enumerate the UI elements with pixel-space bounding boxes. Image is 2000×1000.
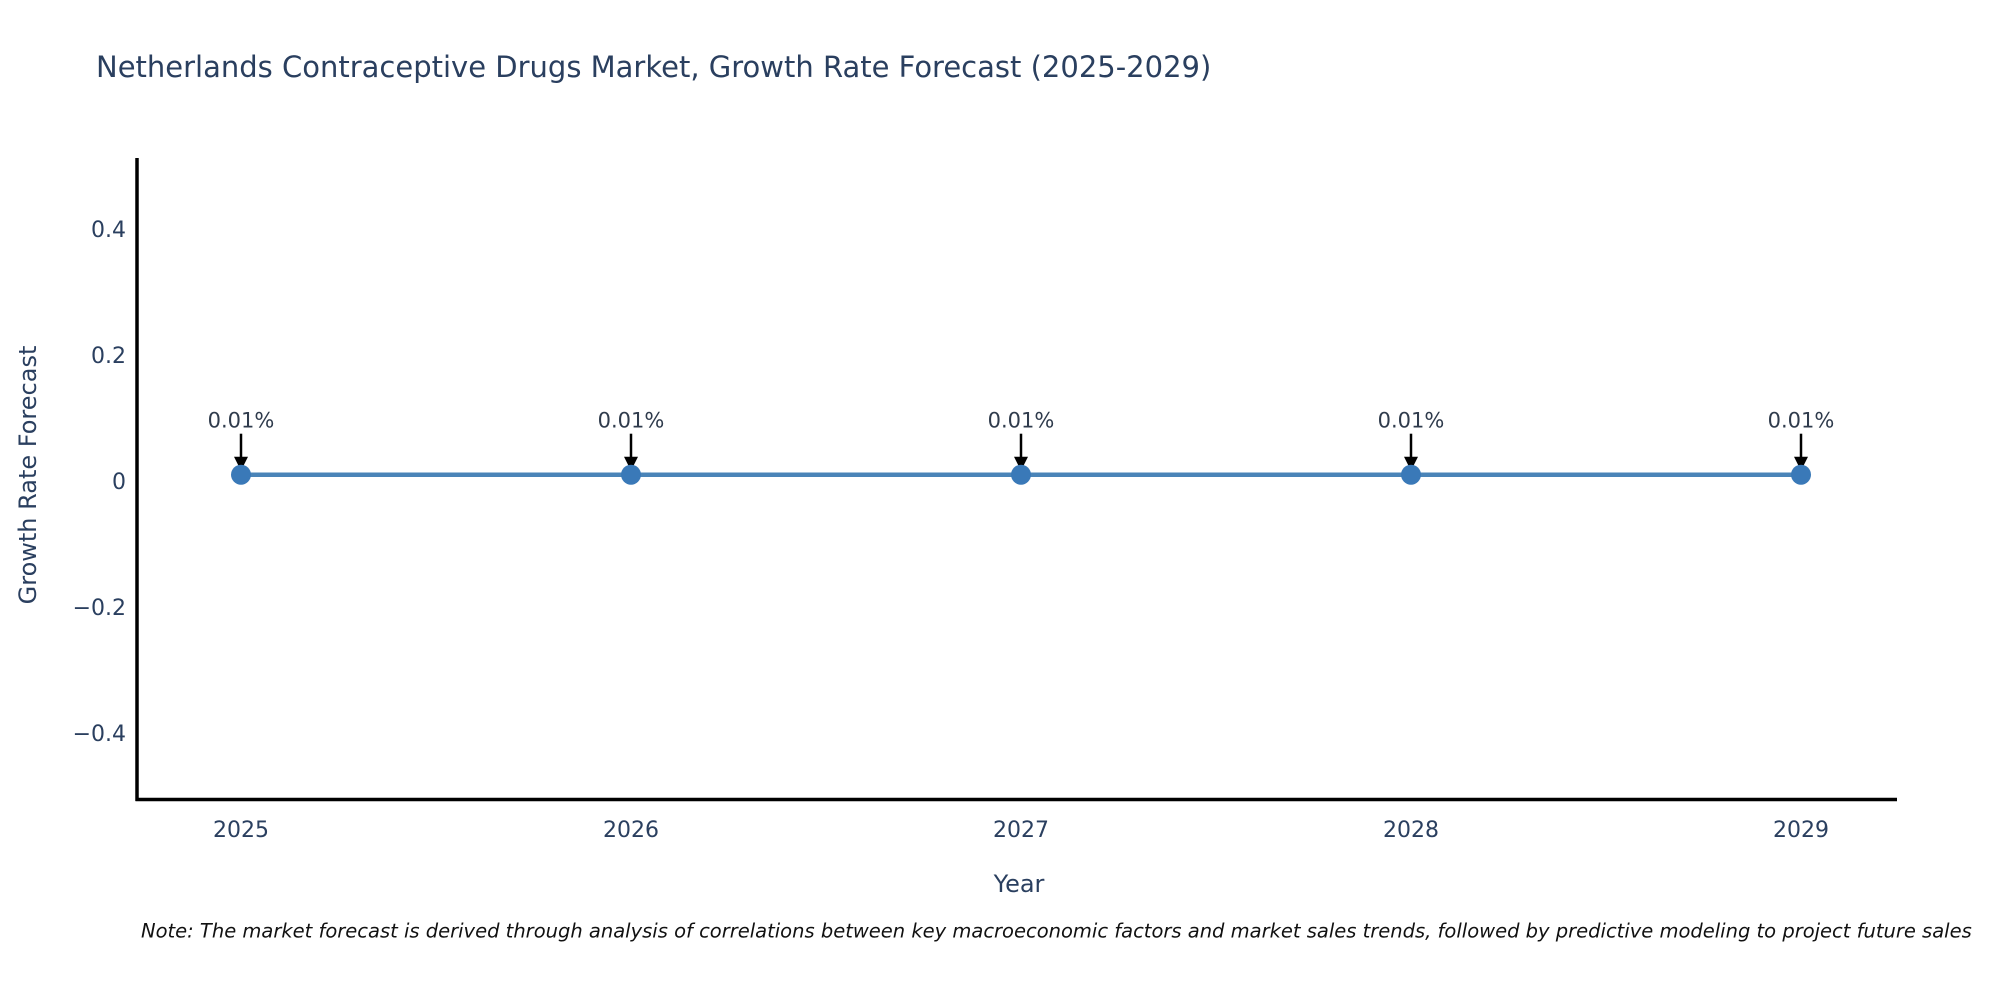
y-tick-label--0.4: −0.4 — [73, 722, 126, 747]
annotation-label-2026: 0.01% — [598, 409, 665, 433]
x-tick-label-2029: 2029 — [1773, 818, 1829, 843]
annotation-down-arrow-icon-2027 — [1014, 456, 1028, 471]
annotation-label-2025: 0.01% — [208, 409, 275, 433]
data-point-2029[interactable] — [1791, 464, 1811, 485]
annotation-down-arrow-icon-2025 — [234, 456, 248, 471]
annotation-down-arrow-icon-2029 — [1794, 456, 1808, 471]
y-tick-label-0.4: 0.4 — [91, 218, 126, 243]
data-point-2028[interactable] — [1401, 464, 1421, 485]
x-axis-title: Year — [993, 870, 1045, 898]
footnote: Note: The market forecast is derived thr… — [141, 919, 1972, 943]
x-tick-label-2026: 2026 — [603, 818, 659, 843]
chart-title: Netherlands Contraceptive Drugs Market, … — [96, 50, 1212, 84]
data-point-2027[interactable] — [1011, 464, 1031, 485]
y-tick-label-0.2: 0.2 — [91, 344, 126, 369]
x-tick-label-2028: 2028 — [1383, 818, 1439, 843]
annotation-label-2027: 0.01% — [988, 409, 1055, 433]
x-tick-label-2025: 2025 — [213, 818, 269, 843]
annotation-down-arrow-icon-2026 — [624, 456, 638, 471]
data-point-2025[interactable] — [231, 464, 251, 485]
x-tick-label-2027: 2027 — [993, 818, 1049, 843]
data-point-2026[interactable] — [621, 464, 641, 485]
annotation-label-2028: 0.01% — [1378, 409, 1445, 433]
annotation-label-2029: 0.01% — [1768, 409, 1835, 433]
annotation-down-arrow-icon-2028 — [1404, 456, 1418, 471]
y-tick-label--0.2: −0.2 — [73, 596, 126, 621]
y-tick-label-0: 0 — [112, 470, 126, 495]
